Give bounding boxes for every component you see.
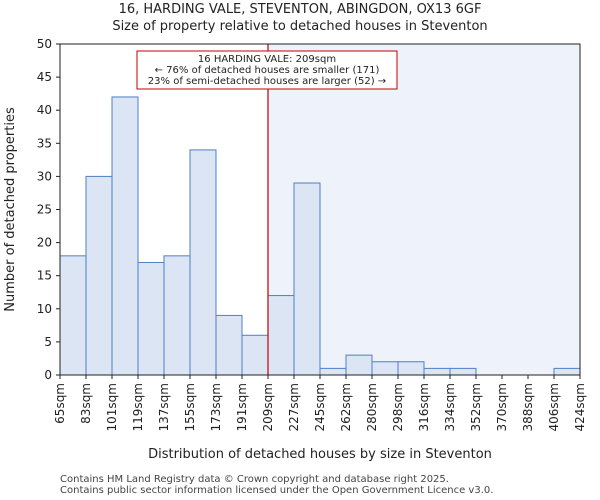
x-tick-label: 352sqm: [469, 383, 483, 431]
y-tick-label: 35: [37, 136, 52, 150]
bar-83sqm: [85, 175, 113, 376]
y-tick-label: 10: [37, 302, 52, 316]
x-tick-label: 137sqm: [157, 383, 171, 431]
bar-65sqm: [59, 255, 87, 376]
y-tick-label: 25: [37, 203, 52, 217]
x-tick-label: 370sqm: [495, 383, 509, 431]
x-tick-label: 280sqm: [365, 383, 379, 431]
x-tick-label: 388sqm: [521, 383, 535, 431]
x-tick-label: 83sqm: [79, 383, 93, 424]
bar-280sqm: [371, 361, 399, 376]
annotation-line-2: ← 76% of detached houses are smaller (17…: [155, 65, 380, 76]
y-axis-label: Number of detached properties: [3, 107, 18, 312]
bar-316sqm: [423, 367, 451, 376]
x-tick-label: 65sqm: [53, 383, 67, 424]
x-tick-label: 424sqm: [573, 383, 587, 431]
annotation-box: [136, 50, 398, 90]
y-tick-label: 20: [37, 236, 52, 250]
y-tick-label: 45: [37, 70, 52, 84]
x-tick-label: 406sqm: [547, 383, 561, 431]
x-tick-label: 119sqm: [131, 383, 145, 431]
bar-298sqm: [397, 361, 425, 376]
bar-173sqm: [215, 314, 243, 376]
y-tick-label: 40: [37, 103, 52, 117]
bar-101sqm: [111, 96, 139, 376]
y-tick-label: 30: [37, 169, 52, 183]
bar-227sqm: [293, 182, 321, 376]
axes-group: 0 5 10 15 20 25 30 35 40 45 50 65sqm 83sqm 101sqm 119s…: [37, 37, 587, 431]
x-tick-label: 262sqm: [339, 383, 353, 431]
x-tick-label: 316sqm: [417, 383, 431, 431]
annotation-line-1: 16 HARDING VALE: 209sqm: [198, 54, 336, 65]
x-axis-label: Distribution of detached houses by size …: [148, 447, 492, 462]
bar-137sqm: [163, 255, 191, 376]
x-tick-label: 173sqm: [209, 383, 223, 431]
bar-262sqm: [345, 354, 373, 376]
x-tick-label: 245sqm: [313, 383, 327, 431]
x-tick-label: 209sqm: [261, 383, 275, 431]
bar-155sqm: [189, 149, 217, 376]
footer-line-1: Contains HM Land Registry data © Crown c…: [60, 474, 449, 485]
footer-line-2: Contains public sector information licen…: [60, 485, 494, 496]
bar-406sqm: [553, 367, 581, 376]
y-tick-label: 50: [37, 37, 52, 51]
y-tick-label: 5: [44, 335, 52, 349]
y-tick-label: 0: [44, 368, 52, 382]
x-tick-label: 155sqm: [183, 383, 197, 431]
bar-209sqm: [267, 295, 295, 376]
y-tick-label: 15: [37, 269, 52, 283]
bar-334sqm: [449, 367, 477, 376]
x-tick-label: 334sqm: [443, 383, 457, 431]
x-tick-label: 191sqm: [235, 383, 249, 431]
chart-subtitle: Size of property relative to detached ho…: [112, 19, 488, 34]
annotation-line-3: 23% of semi-detached houses are larger (…: [148, 76, 386, 87]
x-tick-label: 298sqm: [391, 383, 405, 431]
x-tick-label: 101sqm: [105, 383, 119, 431]
bar-119sqm: [137, 261, 165, 376]
bar-191sqm: [241, 334, 269, 376]
bar-245sqm: [319, 367, 347, 376]
chart-title: 16, HARDING VALE, STEVENTON, ABINGDON, O…: [118, 2, 482, 17]
x-tick-label: 227sqm: [287, 383, 301, 431]
bars-group: [59, 96, 581, 376]
